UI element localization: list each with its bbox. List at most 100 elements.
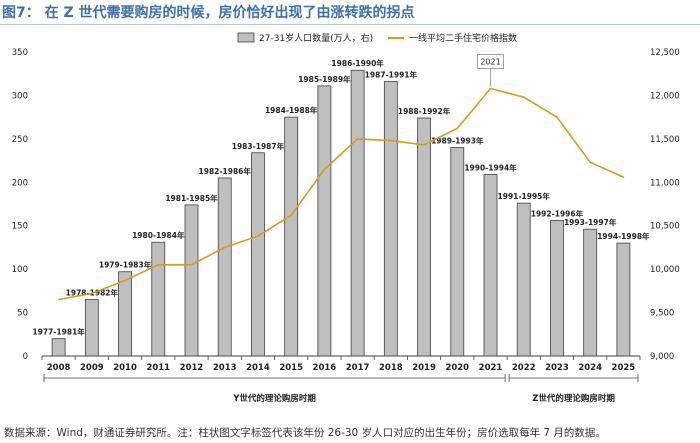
bar — [51, 338, 66, 357]
line-point — [456, 127, 459, 130]
bar — [184, 204, 199, 357]
line-point — [223, 246, 226, 249]
y-right-tick-label: 12,500 — [650, 48, 680, 58]
line-point — [257, 235, 259, 237]
x-tick-label: 2017 — [346, 363, 370, 373]
bar — [317, 85, 332, 357]
bar-data-label: 1987-1991年 — [365, 70, 418, 80]
bar — [151, 241, 166, 357]
figure-footnote: 数据来源：Wind，财通证券研究所。注：柱状图文字标签代表该年份 26-30 岁… — [4, 427, 606, 439]
bar-data-label: 1981-1985年 — [165, 193, 218, 203]
y-right-tick-label: 12,000 — [650, 91, 680, 101]
x-tick-label: 2009 — [80, 363, 104, 373]
bar-data-label: 1990-1994年 — [464, 162, 517, 172]
bar — [284, 116, 299, 357]
line-point — [290, 214, 292, 217]
y-right-tick-label: 10,000 — [650, 265, 680, 275]
x-tick-label: 2013 — [213, 363, 237, 373]
line-point — [157, 264, 160, 266]
line-point — [190, 264, 193, 266]
bar — [550, 220, 564, 357]
bar — [84, 299, 99, 357]
chart-legend: 27-31岁人口数量(万人，右) 一线平均二手住宅价格指数 — [237, 32, 517, 44]
x-tick-label: 2014 — [246, 363, 270, 373]
line-point — [91, 292, 93, 295]
bar — [217, 177, 232, 357]
x-tick-label: 2010 — [113, 363, 137, 373]
bar-data-label: 1992-1996年 — [531, 209, 584, 219]
period-label: Z世代的理论购房时期 — [532, 393, 615, 404]
bar-data-label: 1982-1986年 — [199, 166, 252, 176]
legend-line-label: 一线平均二手住宅价格指数 — [409, 32, 517, 44]
period-label: Y世代的理论购房时期 — [232, 393, 316, 404]
bar — [383, 81, 398, 357]
line-point — [390, 139, 392, 142]
bar-data-label: 1993-1997年 — [564, 217, 617, 227]
bar-data-label: 1985-1989年 — [298, 74, 351, 84]
bar-data-labels: 1977-1981年1978-1982年1979-1983年1980-1984年… — [32, 58, 650, 336]
bar-data-label: 1986-1990年 — [331, 58, 384, 68]
bar — [483, 174, 498, 357]
y-left-tick-label: 350 — [12, 48, 28, 58]
bar-data-label: 1989-1993年 — [431, 136, 484, 146]
x-tick-label: 2012 — [180, 363, 204, 373]
bar — [583, 228, 598, 357]
x-tick-label: 2020 — [445, 363, 469, 373]
callout-label: 2021 — [480, 57, 500, 66]
x-tick-label: 2018 — [379, 363, 403, 373]
bar-data-label: 1977-1981年 — [32, 327, 85, 337]
callout-box — [477, 54, 504, 69]
peak-callout: 2021 — [477, 54, 504, 87]
bar — [450, 147, 465, 357]
bar-data-label: 1991-1995年 — [498, 191, 551, 201]
y-right-tick-label: 9,000 — [650, 352, 674, 362]
line-point — [556, 116, 558, 118]
x-tick-label: 2025 — [612, 363, 636, 373]
y-right-tick-label: 10,500 — [650, 222, 680, 232]
bar-data-label: 1980-1984年 — [132, 230, 185, 240]
x-tick-label: 2016 — [313, 363, 337, 373]
y-left-tick-label: 300 — [12, 91, 28, 101]
line-point — [323, 168, 326, 171]
y-left-tick-label: 250 — [12, 135, 28, 145]
y-right-tick-label: 11,500 — [650, 135, 680, 145]
figure-title: 图7： 在 Z 世代需要购房的时候，房价恰好出现了由涨转跌的拐点 — [2, 5, 415, 21]
line-point — [423, 144, 425, 146]
bar — [251, 152, 265, 357]
bar — [350, 69, 365, 357]
bar — [118, 271, 132, 357]
line-point — [489, 87, 492, 90]
y-right-tick-label: 11,000 — [650, 178, 680, 188]
line-point — [57, 298, 60, 301]
legend-bar-label: 27-31岁人口数量(万人，右) — [259, 32, 373, 44]
line-point — [589, 161, 591, 164]
bar-data-label: 1983-1987年 — [232, 141, 285, 151]
y-left-tick-label: 100 — [12, 265, 28, 275]
y-left-tick-label: 200 — [12, 178, 28, 188]
x-tick-label: 2022 — [512, 363, 536, 373]
y-left-tick-label: 50 — [17, 309, 28, 319]
legend-bar-swatch — [237, 32, 255, 43]
x-tick-label: 2021 — [479, 363, 503, 373]
bar-data-label: 1988-1992年 — [398, 106, 451, 116]
line-point — [124, 279, 126, 282]
x-tick-label: 2011 — [146, 363, 170, 373]
line-point — [356, 138, 359, 140]
y-left-tick-label: 0 — [23, 352, 28, 362]
bar — [616, 242, 631, 357]
bar — [516, 202, 531, 357]
x-tick-label: 2023 — [545, 363, 569, 373]
axes: 0 50 100 150 200 250 300 350 9,000 9,500 10,000 10,… — [12, 48, 680, 373]
y-left-tick-label: 150 — [12, 222, 28, 232]
title-divider — [0, 24, 700, 25]
x-tick-label: 2015 — [279, 363, 303, 373]
chart: 27-31岁人口数量(万人，右) 一线平均二手住宅价格指数 0 50 100 150 2… — [12, 32, 680, 404]
line-series — [57, 87, 625, 301]
x-tick-label: 2024 — [578, 363, 602, 373]
y-right-tick-label: 9,500 — [650, 309, 674, 319]
bar-data-label: 1979-1983年 — [99, 260, 152, 270]
line-point — [522, 96, 525, 98]
x-tick-label: 2019 — [412, 363, 436, 373]
bar-series — [51, 69, 631, 357]
period-brackets: Y世代的理论购房时期 Z世代的理论购房时期 — [43, 374, 639, 404]
